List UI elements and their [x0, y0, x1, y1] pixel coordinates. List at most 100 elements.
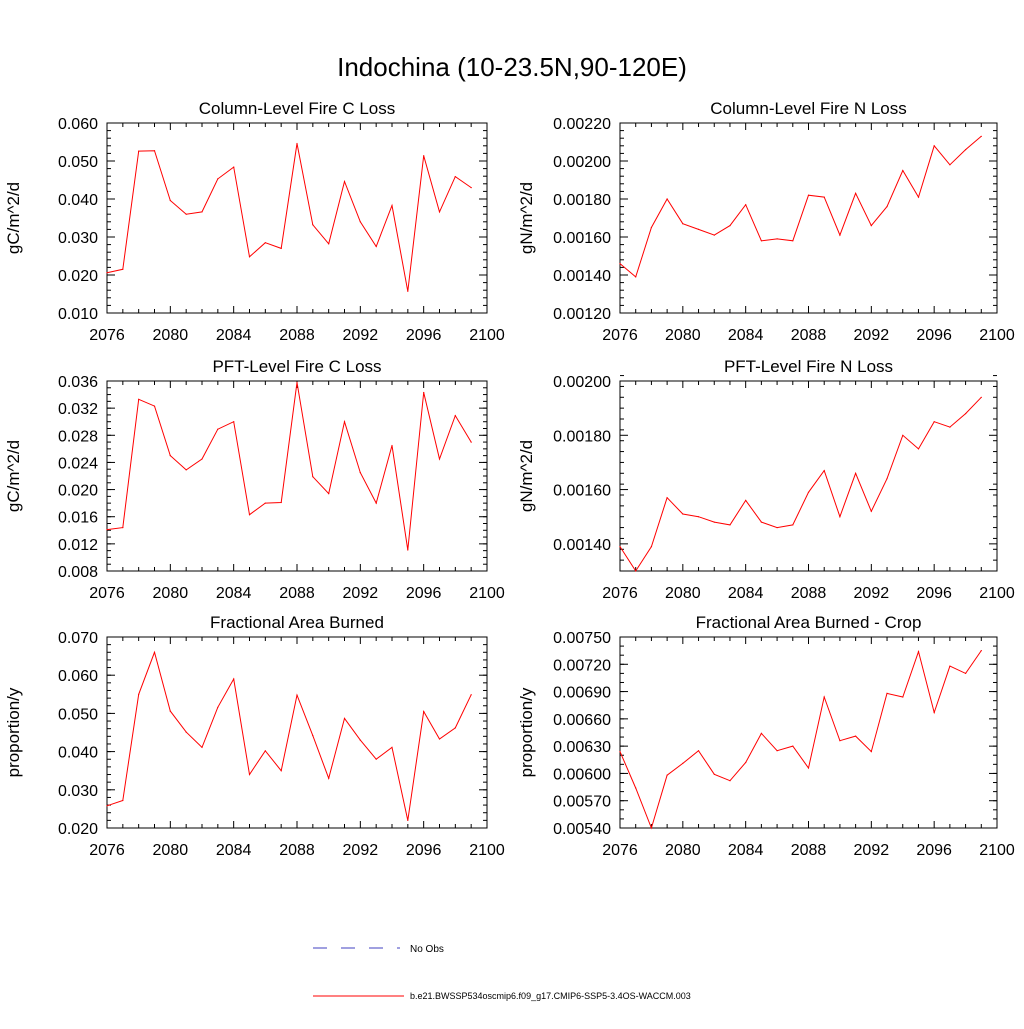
plot-frame — [619, 122, 998, 314]
data-point — [407, 290, 409, 292]
data-point — [776, 750, 778, 752]
data-point — [470, 441, 472, 443]
x-tick-label: 2080 — [153, 327, 189, 344]
x-tick-label: 2100 — [979, 327, 1015, 344]
data-point — [745, 761, 747, 764]
data-point — [359, 472, 361, 474]
plot-frame — [619, 380, 998, 572]
data-point — [902, 696, 904, 698]
x-tick-label: 2100 — [469, 327, 505, 344]
y-tick-label: 0.00180 — [553, 192, 611, 209]
y-tick-label: 0.00600 — [553, 766, 611, 783]
x-tick-label: 2092 — [343, 327, 379, 344]
data-point — [375, 758, 377, 760]
data-point — [233, 678, 235, 680]
data-point — [619, 751, 621, 753]
data-point — [138, 398, 140, 400]
y-tick-label: 0.00570 — [553, 794, 611, 811]
x-tick-label: 2100 — [979, 842, 1015, 859]
data-point — [122, 799, 124, 802]
x-tick-label: 2096 — [916, 585, 952, 602]
data-point — [870, 751, 872, 753]
x-tick-label: 2096 — [406, 842, 442, 859]
data-point — [713, 521, 715, 523]
y-tick-label: 0.00180 — [553, 428, 611, 445]
data-point — [280, 247, 282, 249]
data-point — [870, 225, 872, 227]
y-tick-label: 0.00660 — [553, 712, 611, 729]
data-point — [423, 710, 425, 713]
data-point — [138, 693, 140, 695]
y-tick-label: 0.040 — [58, 192, 98, 209]
x-tick-label: 2076 — [602, 585, 638, 602]
chart-panel-1: Column-Level Fire C Loss gC/m^2/d 2076 2080… — [4, 99, 505, 344]
data-point — [438, 738, 441, 740]
data-point — [965, 149, 967, 151]
y-tick-label: 0.060 — [58, 116, 98, 133]
data-point — [138, 150, 140, 152]
data-point — [185, 213, 187, 215]
y-tick-label: 0.00750 — [553, 630, 611, 647]
data-point — [106, 272, 108, 274]
data-point — [933, 145, 935, 147]
x-tick-label: 2088 — [279, 842, 315, 859]
x-tick-label: 2088 — [279, 327, 315, 344]
x-tick-label: 2084 — [216, 842, 252, 859]
x-tick-label: 2080 — [153, 842, 189, 859]
plot-frame — [106, 122, 488, 314]
x-tick-label: 2092 — [854, 842, 890, 859]
data-point — [343, 717, 346, 720]
series-line — [619, 135, 982, 278]
data-point — [697, 750, 700, 752]
data-point — [217, 178, 219, 180]
data-point — [438, 211, 441, 213]
data-point — [185, 731, 187, 733]
series-line — [619, 649, 982, 830]
data-point — [248, 256, 251, 258]
plot-frame — [619, 636, 998, 829]
x-tick-label: 2092 — [343, 842, 379, 859]
plot-frame — [106, 636, 488, 829]
data-point — [391, 444, 393, 447]
data-point — [153, 651, 156, 653]
x-tick-label: 2080 — [153, 585, 189, 602]
data-point — [697, 228, 700, 230]
y-tick-label: 0.00120 — [553, 306, 611, 323]
data-point — [391, 204, 393, 207]
y-tick-label: 0.012 — [58, 537, 98, 554]
data-point — [296, 694, 298, 696]
data-point — [312, 224, 314, 226]
data-point — [328, 243, 330, 245]
x-tick-label: 2080 — [665, 585, 701, 602]
y-tick-label: 0.00540 — [553, 821, 611, 838]
data-point — [682, 223, 684, 225]
y-tick-label: 0.020 — [58, 821, 98, 838]
x-tick-label: 2092 — [854, 327, 890, 344]
panel-title: Fractional Area Burned - Crop — [696, 613, 922, 632]
y-axis-label: gC/m^2/d — [4, 440, 23, 512]
data-point — [980, 396, 982, 398]
panel-title: PFT-Level Fire C Loss — [212, 357, 381, 376]
panel-title: PFT-Level Fire N Loss — [724, 357, 893, 376]
y-axis-label: gN/m^2/d — [517, 182, 536, 254]
data-point — [823, 470, 825, 472]
x-tick-label: 2096 — [916, 327, 952, 344]
data-point — [855, 735, 857, 737]
chart-panel-5: Fractional Area Burned proportion/y 2076 20… — [4, 613, 505, 859]
data-point — [666, 774, 668, 776]
y-tick-label: 0.010 — [58, 306, 98, 323]
x-tick-label: 2084 — [728, 842, 764, 859]
data-point — [201, 746, 203, 749]
data-point — [949, 164, 951, 166]
data-point — [886, 478, 888, 480]
data-point — [217, 428, 219, 430]
x-tick-label: 2096 — [406, 327, 442, 344]
data-point — [965, 672, 967, 675]
data-point — [153, 405, 156, 407]
x-tick-label: 2076 — [89, 842, 125, 859]
y-axis-label: proportion/y — [4, 687, 23, 777]
data-point — [328, 777, 330, 779]
data-point — [312, 735, 314, 737]
y-tick-label: 0.024 — [58, 455, 98, 472]
chart-panel-4: PFT-Level Fire N Loss gN/m^2/d 2076 2080 208… — [517, 357, 1015, 602]
